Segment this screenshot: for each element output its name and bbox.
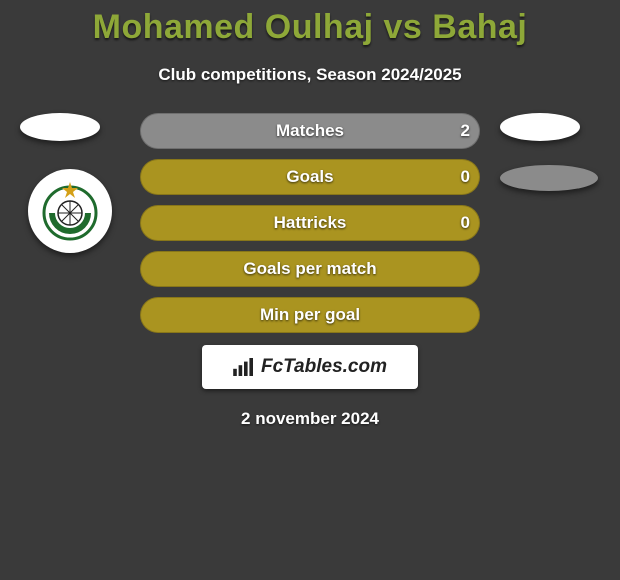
stat-label: Goals per match [140,251,480,287]
subtitle: Club competitions, Season 2024/2025 [0,65,620,85]
page-title: Mohamed Oulhaj vs Bahaj [0,0,620,47]
stat-label: Hattricks [140,205,480,241]
stat-label: Matches [140,113,480,149]
comparison-chart: 2Matches 0Goals 0Hattricks Goals per match M… [0,113,620,333]
bar-wrap: 0Goals [140,159,480,195]
watermark: FcTables.com [202,345,418,389]
stat-label: Min per goal [140,297,480,333]
stat-row: 0Goals [0,159,620,195]
chart-bars-icon [233,358,255,376]
date-label: 2 november 2024 [0,409,620,429]
bar-wrap: Min per goal [140,297,480,333]
stat-row: Min per goal [0,297,620,333]
bar-wrap: Goals per match [140,251,480,287]
stat-rows: 2Matches 0Goals 0Hattricks Goals per match M… [0,113,620,333]
stat-row: 2Matches [0,113,620,149]
stat-row: Goals per match [0,251,620,287]
stat-row: 0Hattricks [0,205,620,241]
stat-label: Goals [140,159,480,195]
watermark-text: FcTables.com [261,356,387,378]
bar-wrap: 2Matches [140,113,480,149]
bar-wrap: 0Hattricks [140,205,480,241]
